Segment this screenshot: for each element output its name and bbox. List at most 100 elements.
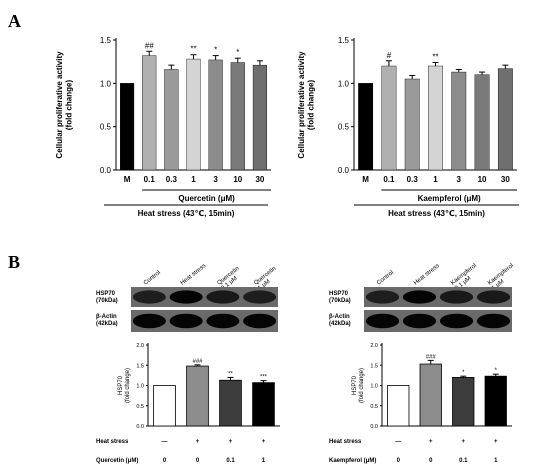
significance-label: *** [260,375,268,381]
blot-band [169,313,203,329]
y-axis-label: Cellular proliferative activity(fold cha… [297,51,316,159]
condition-row-value: + [229,439,233,445]
x-tick-label: 30 [501,175,510,184]
bar [484,375,507,427]
bar [358,83,374,171]
x-tick-label: 1 [433,175,438,184]
blot-band [365,290,400,304]
y-tick-label: 1.0 [338,79,350,88]
y-tick-label: 0.0 [338,166,350,175]
condition-row-value: + [461,439,465,445]
y-axis-label: HSP70(fold change) [118,368,131,403]
significance-label: # [387,51,392,60]
bar [387,385,410,427]
blot-panel-b-right: Control Heat stress Kaempferol0.1 μM Kaempf… [329,263,515,464]
bar [142,55,157,171]
condition-row-value: 0 [196,458,200,464]
y-tick-label: 2.0 [136,343,144,349]
treatment-label: Kaempferol (μM) [418,194,481,203]
bar-chart-a-left: 0.0 0.5 1.0 1.5 M ## 0.1 0.3 ** 1 * 3 * 10 30 Cellular … [55,36,271,218]
y-tick-label: 1.5 [370,363,378,369]
y-tick-label: 1.5 [136,363,144,369]
y-axis-label: Cellular proliferative activity(fold cha… [55,51,74,159]
y-tick-label: 0.5 [136,404,144,410]
significance-label: * [214,46,217,55]
bar [208,59,223,171]
y-tick-label: 0.5 [370,404,378,410]
blot-strip [131,287,278,307]
lane-label: Heat stress [413,263,441,286]
y-axis-label: HSP70(fold change) [352,368,365,403]
y-tick-label: 1.5 [338,36,350,45]
bar [120,83,135,171]
x-tick-label: 0.3 [407,175,419,184]
condition-label: Heat stress (43℃, 15min) [388,209,485,218]
bar-chart-a-right: 0.0 0.5 1.0 1.5 M #0.1 0.3 ** 1 3 10 30 Cellular pro… [297,36,519,218]
blot-size-label: (70kDa) [96,298,118,304]
blot-band [243,313,277,329]
significance-label: * [495,368,498,374]
condition-row-value: — [162,439,168,445]
bar [381,65,397,171]
bar [186,58,201,171]
x-tick-label: 3 [457,175,462,184]
condition-label: Heat stress (43℃, 15min) [138,209,235,218]
bar [419,363,442,427]
blot-strip [364,287,512,307]
y-tick-label: 1.5 [100,36,112,45]
condition-row-value: + [494,439,498,445]
condition-row-value: + [196,439,200,445]
bar [452,376,475,427]
blot-size-label: (42kDa) [96,321,118,327]
blot-band [402,313,437,329]
blot-strip [364,310,512,332]
y-tick-label: 0.0 [136,424,144,430]
condition-row-label: Quercetin (μM) [96,458,138,464]
significance-label: ** [228,371,233,377]
significance-label: ### [426,354,437,360]
condition-row-value: + [429,439,433,445]
blot-label: β-Actin [329,314,350,320]
bar [164,69,179,171]
y-tick-label: 1.0 [100,79,112,88]
condition-row-label: Heat stress [329,439,362,445]
blot-label: HSP70 [329,291,349,297]
blot-label: β-Actin [96,314,117,320]
bar [404,78,420,171]
condition-row-label: Heat stress [96,439,129,445]
x-tick-label: 0.1 [144,175,156,184]
condition-row-value: 1 [494,458,498,464]
condition-row-value: 0.1 [226,458,235,464]
x-tick-label: 0.3 [166,175,178,184]
bar [219,379,242,427]
blot-band [132,290,166,304]
blot-band [243,290,277,304]
bar [474,74,490,171]
significance-label: ** [190,45,196,54]
x-tick-label: 10 [478,175,487,184]
y-tick-label: 0.0 [100,166,112,175]
condition-row-value: — [395,439,401,445]
x-tick-label: M [124,175,131,184]
lane-label: Heat stress [180,263,208,286]
y-tick-label: 0.5 [100,123,112,132]
blot-panel-b-left: Control Heat stress Quercetin0.1 μM Quercet… [96,263,280,464]
lane-label: Control [143,270,162,287]
significance-label: * [236,48,239,57]
x-tick-label: M [362,175,369,184]
x-tick-label: 30 [255,175,264,184]
condition-row-value: 0.1 [459,458,468,464]
significance-label: ## [145,41,154,50]
x-tick-label: 3 [213,175,218,184]
significance-label: * [462,370,465,376]
blot-band [476,290,511,304]
x-tick-label: 1 [191,175,196,184]
bar [230,62,245,171]
blot-size-label: (42kDa) [329,321,351,327]
blot-band [439,313,474,329]
condition-row-value: 0 [163,458,167,464]
blot-band [439,290,474,304]
y-tick-label: 1.0 [370,384,378,390]
bar [451,71,467,171]
